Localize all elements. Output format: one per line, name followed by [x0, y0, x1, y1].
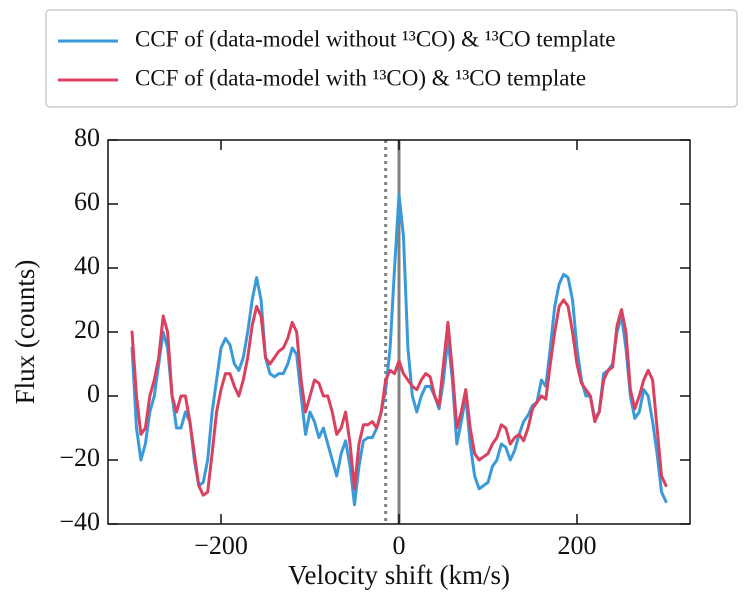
series-line [130, 298, 668, 497]
legend-box [45, 9, 738, 108]
legend-text: CCF of (data-model without ¹³CO) & ¹³CO … [135, 26, 616, 51]
y-axis-label: Flux (counts) [10, 260, 40, 405]
series-line [130, 192, 668, 507]
y-tick-label: 20 [74, 315, 100, 344]
y-tick-label: 60 [74, 187, 100, 216]
x-axis-label: Velocity shift (km/s) [288, 560, 510, 590]
x-tick-label: 200 [557, 531, 596, 560]
x-tick-label: −200 [194, 531, 248, 560]
y-tick-label: 80 [74, 123, 100, 152]
y-tick-label: 0 [87, 379, 100, 408]
x-tick-label: 0 [393, 531, 406, 560]
y-tick-label: −20 [59, 443, 100, 472]
legend-text: CCF of (data-model with ¹³CO) & ¹³CO tem… [135, 65, 586, 90]
y-tick-label: −40 [59, 507, 100, 536]
y-tick-label: 40 [74, 251, 100, 280]
